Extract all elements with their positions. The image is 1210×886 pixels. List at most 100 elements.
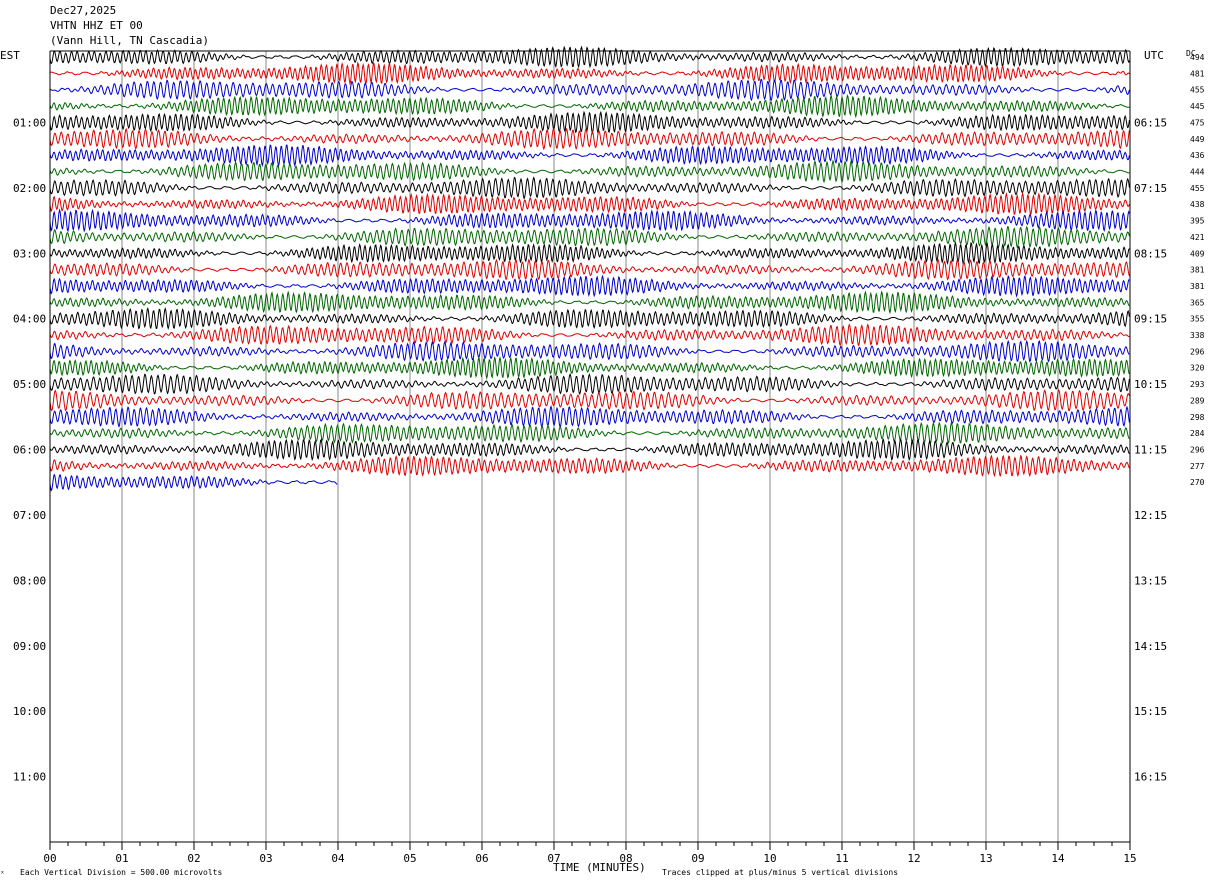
- right-hour-label: 06:15: [1134, 116, 1167, 129]
- scale-note: Each Vertical Division = 500.00 microvol…: [20, 868, 223, 877]
- dc-offset-header: DC: [1186, 49, 1196, 58]
- trace-row: [49, 405, 1130, 429]
- x-tick-label: 10: [763, 852, 776, 865]
- trace-row: [49, 373, 1130, 396]
- right-hour-label: 14:15: [1134, 640, 1167, 653]
- trace-row: [49, 61, 1130, 86]
- dc-offset-label: 455: [1190, 184, 1205, 193]
- trace-row: [49, 258, 1130, 281]
- dc-offset-label: 395: [1190, 217, 1205, 226]
- trace-row: [49, 144, 1130, 168]
- trace-row: [49, 473, 338, 492]
- dc-offset-label: 320: [1190, 364, 1205, 373]
- dc-offset-label: 421: [1190, 233, 1205, 242]
- left-hour-label: 06:00: [13, 444, 46, 457]
- x-tick-label: 02: [187, 852, 200, 865]
- left-hour-label: 07:00: [13, 509, 46, 522]
- x-tick-label: 04: [331, 852, 345, 865]
- dc-offset-label: 298: [1190, 413, 1205, 422]
- dc-offset-label: 409: [1190, 249, 1205, 258]
- x-tick-label: 00: [43, 852, 56, 865]
- trace-row: [49, 78, 1130, 102]
- dc-offset-label: 475: [1190, 118, 1205, 127]
- trace-row: [49, 225, 1130, 249]
- dc-offset-label: 444: [1190, 167, 1205, 176]
- trace-row: [49, 438, 1130, 462]
- trace-row: [49, 274, 1130, 298]
- right-hour-label: 13:15: [1134, 574, 1167, 587]
- x-tick-label: 13: [979, 852, 992, 865]
- dc-offset-label: 445: [1190, 102, 1205, 111]
- dc-offset-label: 494: [1190, 53, 1205, 62]
- minute-gridlines: [49, 51, 1131, 842]
- right-hour-label: 12:15: [1134, 509, 1167, 522]
- dc-offset-label: 355: [1190, 315, 1205, 324]
- x-tick-label: 03: [259, 852, 272, 865]
- dc-offset-label: 338: [1190, 331, 1205, 340]
- left-hour-label: 09:00: [13, 640, 46, 653]
- dc-offset-label: 296: [1190, 446, 1205, 455]
- left-hour-label: 08:00: [13, 574, 46, 587]
- dc-offset-label: 296: [1190, 347, 1205, 356]
- trace-row: [49, 454, 1130, 478]
- plot-axes: [49, 50, 1131, 850]
- right-hour-label: 08:15: [1134, 247, 1167, 260]
- dc-offset-label: 293: [1190, 380, 1205, 389]
- dc-offset-label: 381: [1190, 266, 1205, 275]
- x-tick-label: 14: [1051, 852, 1065, 865]
- right-hour-label: 10:15: [1134, 378, 1167, 391]
- right-hour-label: 15:15: [1134, 705, 1167, 718]
- dc-offset-label: 436: [1190, 151, 1205, 160]
- dc-offset-label: 284: [1190, 429, 1205, 438]
- dc-offset-label: 438: [1190, 200, 1205, 209]
- trace-row: [49, 388, 1130, 412]
- station-location: (Vann Hill, TN Cascadia): [50, 34, 209, 47]
- trace-row: [49, 323, 1130, 347]
- trace-row: [49, 110, 1130, 135]
- left-hour-label: 02:00: [13, 182, 46, 195]
- trace-row: [49, 45, 1130, 69]
- right-hour-label: 11:15: [1134, 444, 1167, 457]
- clip-note: Traces clipped at plus/minus 5 vertical …: [662, 868, 899, 877]
- left-hour-label: 04:00: [13, 313, 46, 326]
- left-timezone-label: EST: [0, 49, 20, 62]
- trace-row: [49, 306, 1130, 330]
- trace-row: [49, 191, 1130, 215]
- x-tick-label: 07: [547, 852, 560, 865]
- dc-offset-label: 449: [1190, 135, 1205, 144]
- x-tick-label: 15: [1123, 852, 1136, 865]
- record-date: Dec27,2025: [50, 4, 117, 17]
- dc-offset-label: 481: [1190, 69, 1205, 78]
- x-tick-label: 06: [475, 852, 488, 865]
- left-hour-label: 03:00: [13, 247, 46, 260]
- dc-offset-label: 289: [1190, 396, 1205, 405]
- corner-mark: ˣ: [0, 869, 5, 878]
- dc-offset-label: 455: [1190, 86, 1205, 95]
- right-hour-label: 16:15: [1134, 771, 1167, 784]
- left-hour-label: 01:00: [13, 116, 46, 129]
- x-tick-label: 08: [619, 852, 632, 865]
- x-tick-label: 09: [691, 852, 704, 865]
- right-hour-label: 07:15: [1134, 182, 1167, 195]
- x-tick-label: 12: [907, 852, 920, 865]
- dc-offset-label: 270: [1190, 478, 1205, 487]
- x-tick-label: 01: [115, 852, 128, 865]
- dc-offset-label: 277: [1190, 462, 1205, 471]
- trace-row: [49, 127, 1130, 151]
- trace-row: [49, 240, 1130, 266]
- station-channel: VHTN HHZ ET 00: [50, 19, 143, 32]
- left-hour-label: 05:00: [13, 378, 46, 391]
- trace-row: [49, 339, 1130, 363]
- right-timezone-label: UTC: [1144, 49, 1164, 62]
- axis-labels: 494 481 455 445 475 449 436 444 455 438 395 421 409 3…: [13, 53, 1205, 865]
- x-axis-title: TIME (MINUTES): [553, 861, 646, 874]
- dc-offset-label: 365: [1190, 298, 1205, 307]
- trace-row: [49, 159, 1130, 184]
- trace-row: [49, 176, 1130, 200]
- trace-row: [49, 421, 1130, 445]
- trace-row: [49, 93, 1130, 119]
- x-tick-label: 05: [403, 852, 416, 865]
- trace-row: [49, 208, 1130, 233]
- dc-offset-label: 381: [1190, 282, 1205, 291]
